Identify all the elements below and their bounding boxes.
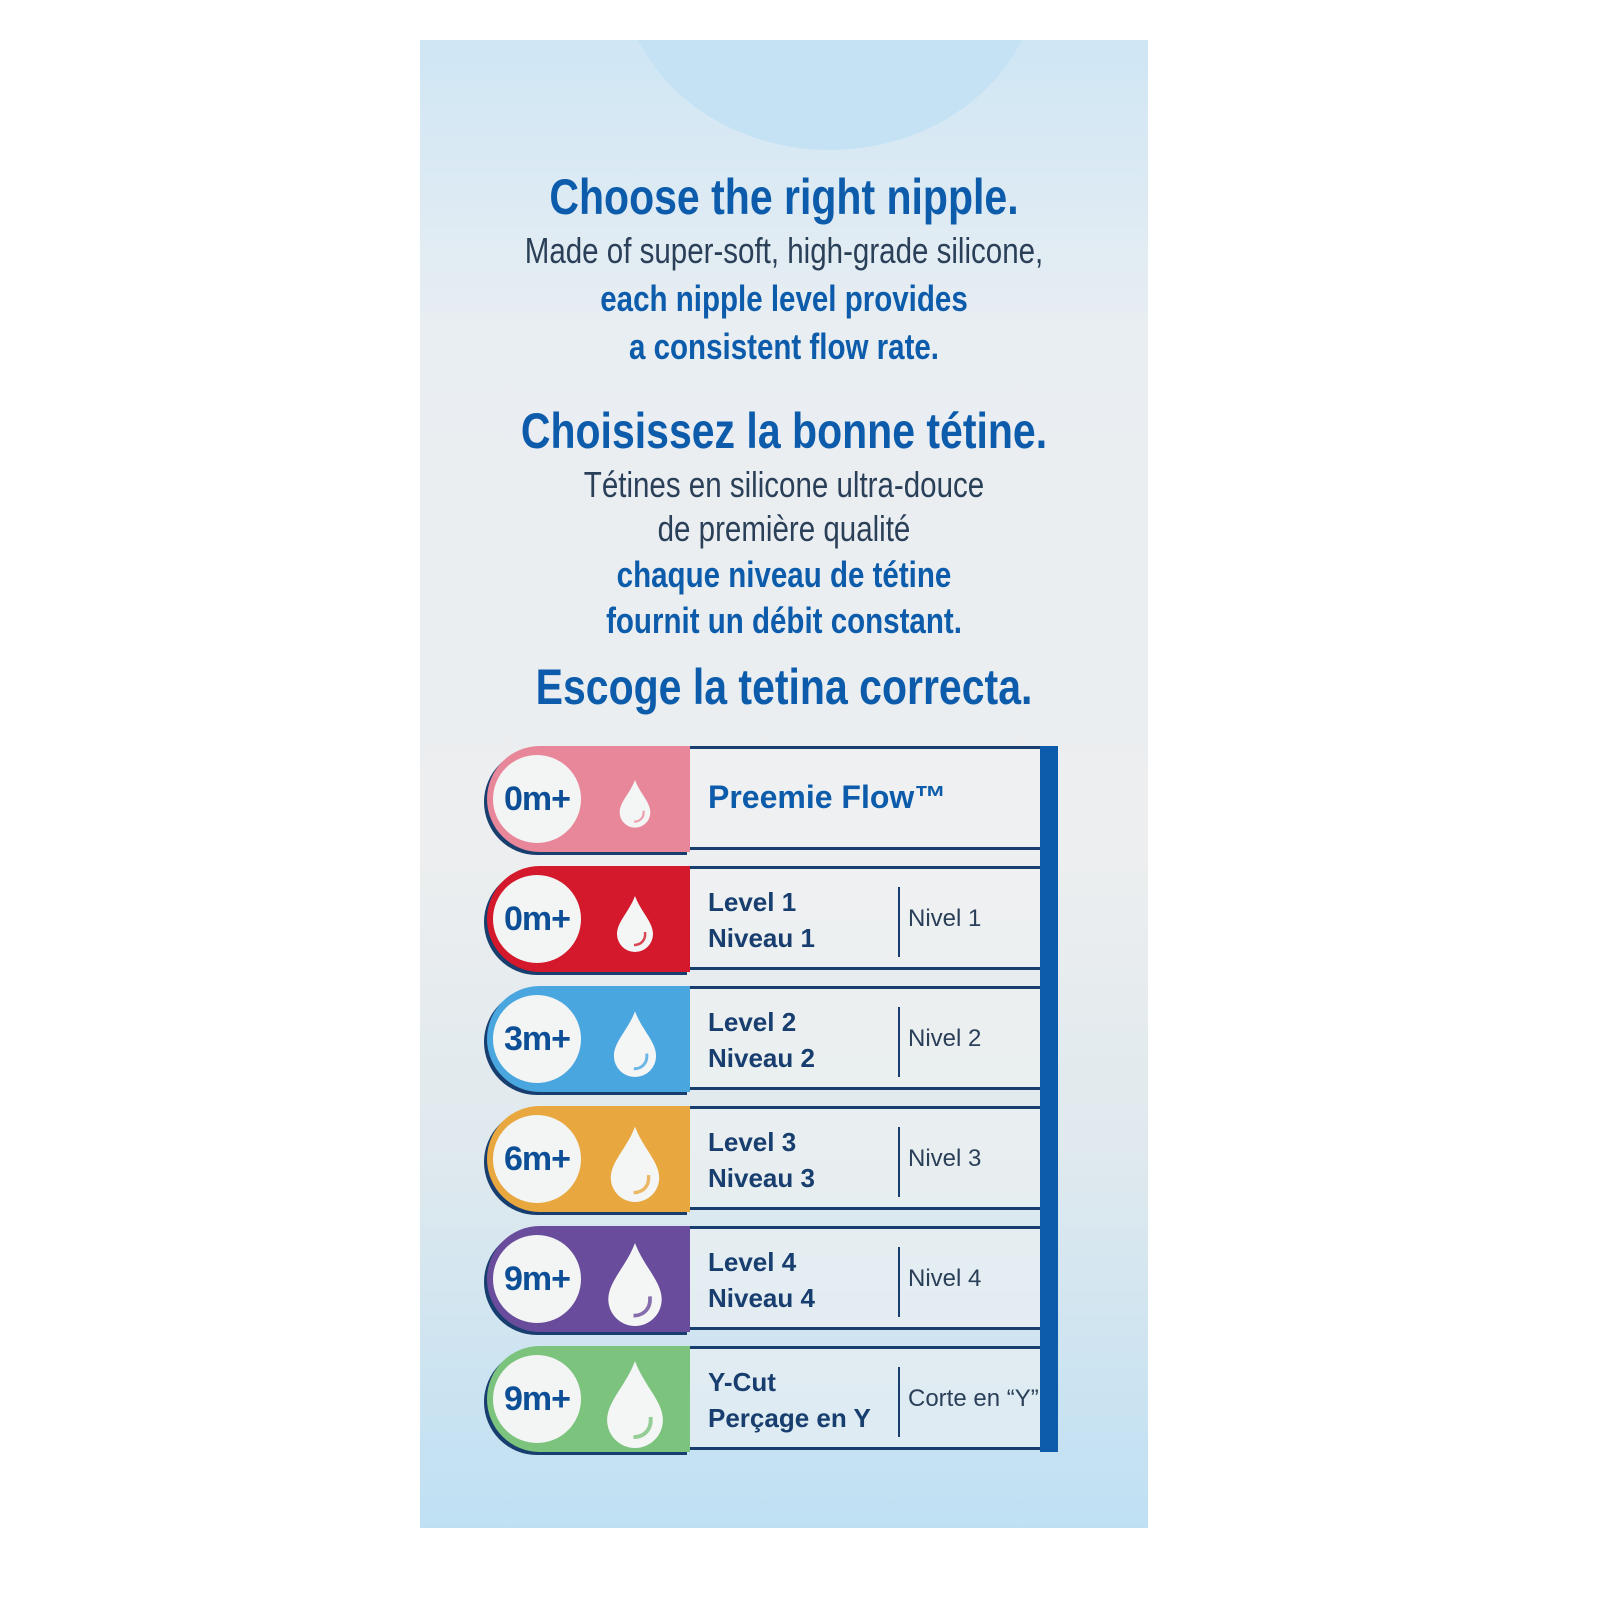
level-color-pill: 9m+ [487, 1226, 690, 1332]
chart-side-bar [1040, 746, 1058, 1452]
level-info-box: Level 4 Niveau 4 Nivel 4 [690, 1226, 1040, 1330]
french-line-2: de première qualité [657, 508, 911, 549]
level-name-fr: Niveau 3 [708, 1163, 815, 1193]
level-name-es: Nivel 4 [908, 1265, 982, 1292]
level-color-pill: 0m+ [487, 866, 690, 972]
drop-icon [608, 1242, 662, 1326]
french-line-1: Tétines en silicone ultra-douce [583, 464, 985, 505]
spanish-title: Escoge la tetina correcta. [535, 659, 1033, 715]
nipple-level-row: 6m+ Level 3 Niveau 3 Nivel 3 [487, 1106, 1057, 1212]
age-badge: 0m+ [493, 755, 581, 843]
packaging-panel: Choose the right nipple. Made of super-s… [420, 40, 1148, 1528]
drop-icon [607, 1361, 663, 1448]
age-badge: 9m+ [493, 1235, 581, 1323]
english-line-1: Made of super-soft, high-grade silicone, [524, 230, 1044, 271]
french-line-4: fournit un débit constant. [606, 600, 962, 641]
english-title: Choose the right nipple. [549, 169, 1019, 225]
divider [898, 1007, 900, 1077]
level-color-pill: 3m+ [487, 986, 690, 1092]
drop-icon [617, 896, 653, 952]
english-line-3: a consistent flow rate. [628, 326, 940, 367]
english-line-2: each nipple level provides [600, 278, 968, 319]
level-name-fr: Niveau 1 [708, 923, 815, 953]
level-name-fr: Niveau 2 [708, 1043, 815, 1073]
nipple-level-row: 9m+ Y-Cut Perçage en Y Corte en “Y” [487, 1346, 1057, 1452]
level-name: Level 2 [708, 1007, 797, 1037]
level-name: Preemie Flow™ [708, 779, 947, 815]
level-color-pill: 9m+ [487, 1346, 690, 1452]
level-name-fr: Niveau 4 [708, 1283, 815, 1313]
level-name-es: Corte en “Y” [908, 1385, 1039, 1412]
age-badge: 0m+ [493, 875, 581, 963]
drop-icon [610, 1126, 660, 1202]
level-info-box: Level 3 Niveau 3 Nivel 3 [690, 1106, 1040, 1210]
level-name: Level 3 [708, 1127, 797, 1157]
age-badge: 6m+ [493, 1115, 581, 1203]
level-name: Level 4 [708, 1247, 797, 1277]
nipple-level-row: 3m+ Level 2 Niveau 2 Nivel 2 [487, 986, 1057, 1092]
age-badge: 9m+ [493, 1355, 581, 1443]
nipple-level-row: 0m+ Preemie Flow™ [487, 746, 1057, 852]
level-color-pill: 6m+ [487, 1106, 690, 1212]
drop-icon [613, 1011, 657, 1077]
level-name: Level 1 [708, 887, 797, 917]
age-badge: 3m+ [493, 995, 581, 1083]
nipple-level-row: 0m+ Level 1 Niveau 1 Nivel 1 [487, 866, 1057, 972]
drop-icon [619, 780, 651, 828]
level-name-es: Nivel 1 [908, 905, 982, 932]
level-info-box: Preemie Flow™ [690, 746, 1040, 850]
level-color-pill: 0m+ [487, 746, 690, 852]
divider [898, 1127, 900, 1197]
level-name-fr: Perçage en Y [708, 1403, 871, 1433]
level-info-box: Level 2 Niveau 2 Nivel 2 [690, 986, 1040, 1090]
divider [898, 1247, 900, 1317]
level-name-es: Nivel 2 [908, 1025, 982, 1052]
divider [898, 1367, 900, 1437]
level-name: Y-Cut [708, 1367, 776, 1397]
level-info-box: Level 1 Niveau 1 Nivel 1 [690, 866, 1040, 970]
divider [898, 887, 900, 957]
french-title: Choisissez la bonne tétine. [520, 403, 1048, 459]
decorative-bubble [620, 40, 1040, 150]
nipple-level-row: 9m+ Level 4 Niveau 4 Nivel 4 [487, 1226, 1057, 1332]
french-line-3: chaque niveau de tétine [616, 554, 952, 595]
level-info-box: Y-Cut Perçage en Y Corte en “Y” [690, 1346, 1040, 1450]
level-name-es: Nivel 3 [908, 1145, 982, 1172]
